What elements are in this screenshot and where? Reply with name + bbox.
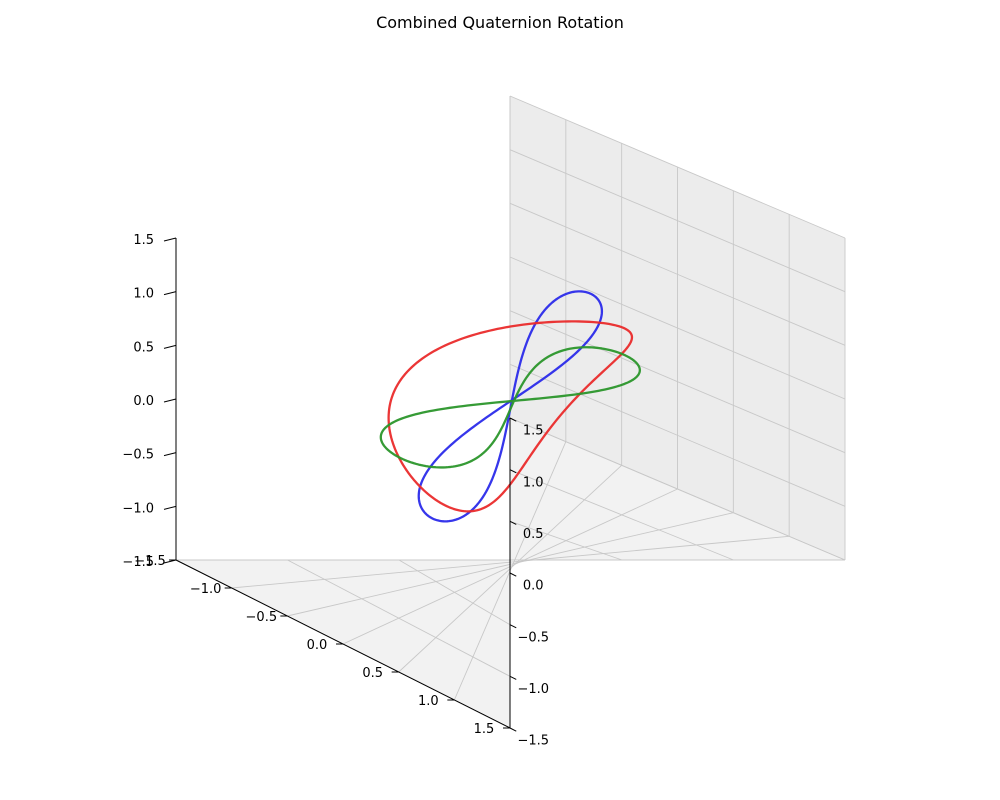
chart-title: Combined Quaternion Rotation (376, 13, 624, 32)
z-tick (163, 505, 177, 510)
z-tick (163, 344, 177, 349)
y-tick (509, 469, 517, 474)
tick-marks (163, 237, 517, 732)
z-tick-label: 1.5 (133, 233, 154, 248)
x-tick-label: −0.5 (246, 610, 278, 625)
grid-line (509, 469, 734, 561)
series-line-3 (379, 346, 641, 469)
z-tick (163, 398, 177, 403)
series-line-2 (387, 320, 634, 513)
grid-line (509, 417, 846, 561)
data-series (379, 290, 641, 523)
y-tick-label: 1.0 (523, 475, 544, 490)
x-tick-label: 0.0 (307, 638, 328, 653)
y-tick-label: −1.5 (517, 734, 549, 749)
grid-line (509, 149, 846, 293)
y-tick (509, 727, 517, 732)
z-tick (163, 237, 177, 242)
grid-line (509, 95, 846, 239)
y-tick (509, 675, 517, 680)
x-tick-label: 0.5 (362, 666, 383, 681)
x-tick-label: 1.0 (418, 694, 439, 709)
z-tick-label: −0.5 (122, 448, 154, 463)
y-tick-label: 0.0 (523, 579, 544, 594)
z-tick-label: 0.5 (133, 340, 154, 355)
pane-floor (176, 418, 845, 728)
x-tick-label: −1.0 (190, 582, 222, 597)
y-tick (509, 624, 517, 629)
z-tick (163, 559, 177, 564)
y-tick (509, 417, 517, 422)
z-tick (163, 452, 177, 457)
y-tick-label: 0.5 (523, 527, 544, 542)
y-tick (509, 520, 517, 525)
x-tick-label: 1.5 (474, 722, 495, 737)
z-tick-label: −1.5 (122, 555, 154, 570)
z-tick-label: −1.0 (122, 501, 154, 516)
z-tick-label: 0.0 (133, 394, 154, 409)
z-tick-label: 1.0 (133, 287, 154, 302)
y-tick (509, 572, 517, 577)
y-tick-label: −0.5 (517, 630, 549, 645)
y-tick-label: −1.0 (517, 682, 549, 697)
tick-labels: −1.5 −1.0 −0.5 0.0 0.5 1.0 1.5 −1.5 −1.0 −0.5 0.0 0… (122, 233, 549, 749)
z-tick (163, 291, 177, 296)
x-tick-label: −1.5 (134, 554, 166, 569)
y-tick-label: 1.5 (523, 424, 544, 439)
